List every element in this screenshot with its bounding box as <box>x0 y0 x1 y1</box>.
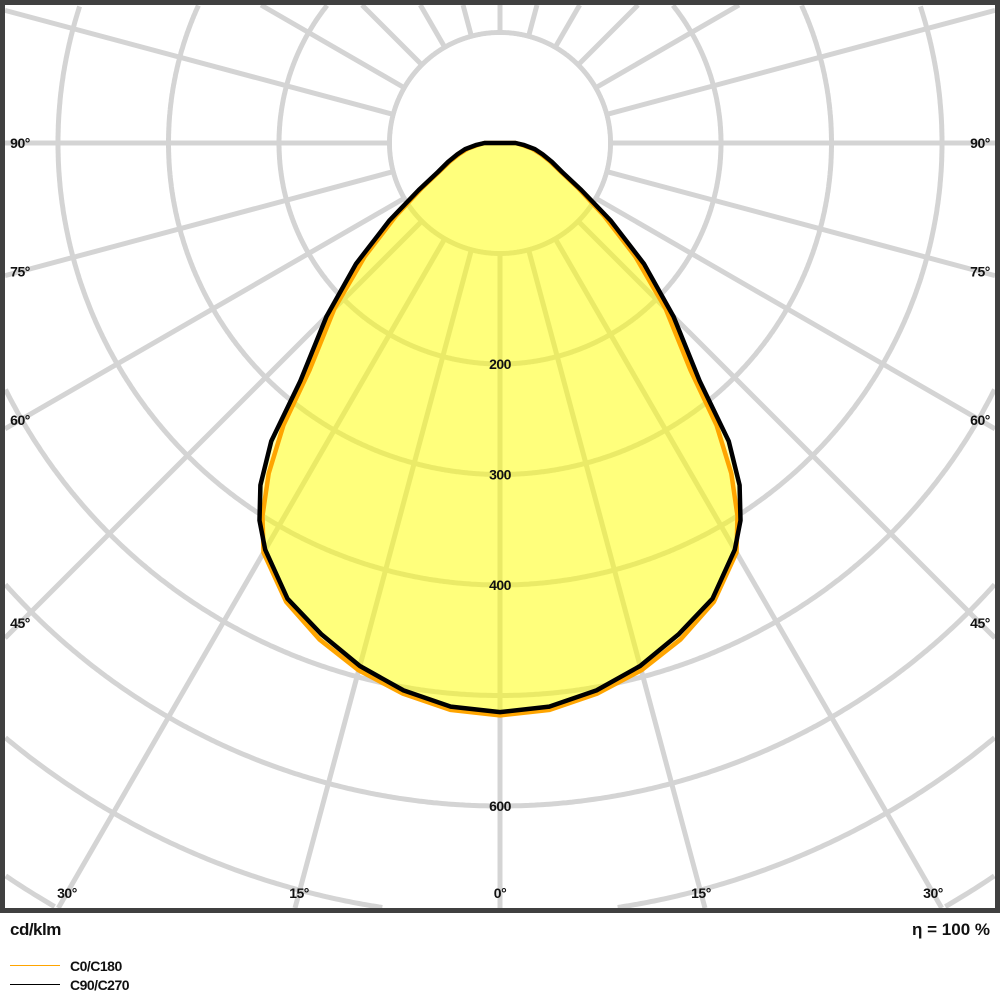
legend: C0/C180 C90/C270 <box>10 956 130 994</box>
curve-fill <box>262 143 738 716</box>
angle-label-right: 90° <box>970 135 990 151</box>
radial-tick-label: 400 <box>489 577 512 593</box>
radial-gridline <box>594 2 741 90</box>
angle-label-bottom: 30° <box>57 885 77 901</box>
radial-gridline <box>553 237 944 910</box>
radial-gridline <box>576 219 997 640</box>
curve-lines <box>257 140 743 718</box>
radial-gridline <box>526 4 540 37</box>
angle-label-right: 45° <box>970 615 990 631</box>
radial-gridline <box>56 237 447 910</box>
legend-item-c90-c270: C90/C270 <box>10 975 130 994</box>
curve-fill <box>259 143 741 713</box>
radial-gridcircle <box>166 4 834 477</box>
radial-gridline <box>360 3 424 67</box>
angle-label-right: 75° <box>970 264 990 280</box>
radial-gridline <box>460 4 474 37</box>
polar-intensity-chart: 200 300 400 600 90° 90° 75° 75° 60° 60° 45° 45° 30°… <box>0 0 1000 913</box>
angle-label-bottom: 0° <box>494 885 506 901</box>
angle-label-bottom: 15° <box>691 885 711 901</box>
radial-gridcircle <box>387 30 613 256</box>
legend-swatch <box>10 984 60 985</box>
radial-gridline <box>3 219 424 640</box>
angle-label-left: 45° <box>10 615 30 631</box>
legend-swatch <box>10 965 60 966</box>
plot-frame <box>0 0 1000 913</box>
radial-gridcircle <box>3 582 997 809</box>
radial-gridline <box>292 249 474 909</box>
radial-gridline <box>4 7 394 117</box>
angle-label-left: 60° <box>10 412 30 428</box>
radial-gridline <box>3 196 406 431</box>
radial-gridline <box>553 3 582 49</box>
angle-label-bottom: 15° <box>289 885 309 901</box>
angle-label-left: 75° <box>10 264 30 280</box>
radial-tick-labels: 200 300 400 600 <box>489 356 512 814</box>
radial-gridcircle <box>3 735 997 910</box>
radial-gridline <box>606 169 996 279</box>
radial-gridline <box>4 169 394 279</box>
legend-item-c0-c180: C0/C180 <box>10 956 129 975</box>
angle-label-right: 60° <box>970 412 990 428</box>
radial-gridline <box>418 3 447 49</box>
radial-gridline <box>259 2 406 90</box>
radial-tick-label: 300 <box>489 467 512 483</box>
radial-tick-label: 200 <box>489 356 512 372</box>
curve-fills <box>259 143 741 716</box>
radial-gridcircle <box>4 873 996 909</box>
legend-label: C0/C180 <box>70 957 122 974</box>
radial-gridline <box>606 7 996 117</box>
angle-labels: 90° 90° 75° 75° 60° 60° 45° 45° 30° 15° 0° 15° 30° <box>10 135 990 901</box>
unit-label: cd/klm <box>10 920 61 939</box>
radial-gridline <box>594 196 997 431</box>
radial-gridline <box>576 3 640 67</box>
angle-label-bottom: 30° <box>923 885 943 901</box>
radial-gridline <box>526 249 708 909</box>
radial-gridcircle <box>55 5 945 588</box>
angle-label-left: 90° <box>10 135 30 151</box>
radial-gridcircle <box>276 3 724 367</box>
radial-tick-label: 600 <box>489 798 512 814</box>
legend-label: C90/C270 <box>70 976 130 993</box>
curve-c90-c270 <box>257 140 743 715</box>
efficiency-label: η = 100 % <box>912 920 990 939</box>
